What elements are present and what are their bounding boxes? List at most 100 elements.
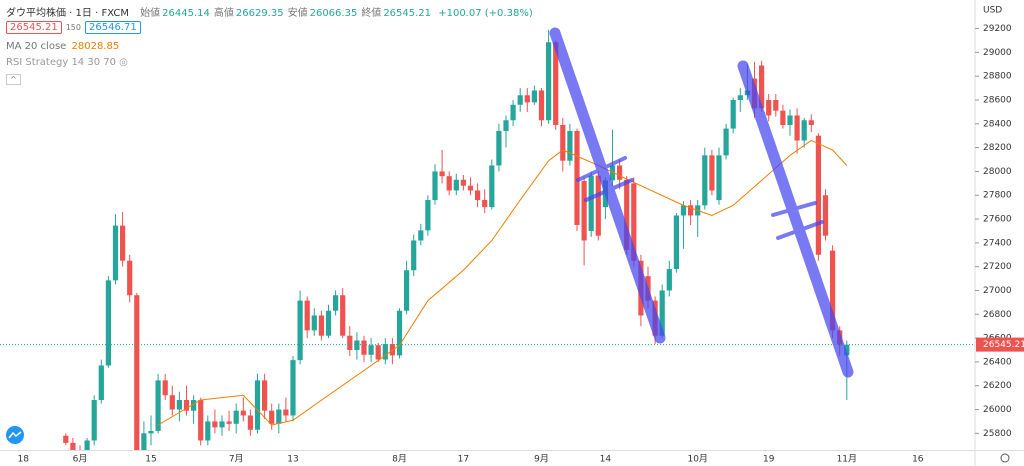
candle-body — [822, 195, 829, 236]
candle-body — [482, 200, 488, 208]
candle-body — [787, 115, 793, 125]
quote-label: 始値 — [140, 8, 161, 19]
strategy: RSI Strategy 14 30 70 — [6, 57, 116, 68]
candle-body — [531, 90, 537, 103]
last-price-label: 26545.21 — [983, 340, 1024, 350]
candle-body — [404, 270, 410, 311]
trend-drawing — [584, 178, 634, 202]
candle-body — [162, 380, 168, 396]
candle-body — [688, 205, 694, 216]
x-tick-label: 10月 — [687, 454, 707, 465]
candle-body — [325, 310, 332, 336]
candle-body — [659, 290, 665, 336]
candle-body — [631, 183, 637, 261]
ask[interactable]: 26546.71 — [85, 21, 141, 34]
candle-body — [290, 360, 296, 416]
x-tick-label: 8月 — [392, 454, 407, 465]
y-tick-label: 29000 — [983, 48, 1012, 58]
candle-body — [120, 225, 126, 261]
trend-drawing — [549, 27, 666, 344]
candle-body — [112, 225, 119, 281]
candle-body — [794, 115, 800, 141]
quote-label: 高値 — [213, 8, 234, 19]
candle-body — [368, 345, 374, 355]
candle-body — [460, 179, 466, 186]
interval: 1日 — [75, 8, 92, 19]
candle-body — [801, 120, 807, 141]
candle-body — [609, 165, 616, 181]
y-tick-label: 26200 — [983, 381, 1012, 391]
change: +100.07 (+0.38%) — [438, 8, 533, 19]
candle-body — [176, 400, 182, 410]
y-tick-label: 27000 — [983, 286, 1012, 296]
x-tick-label: 19 — [763, 455, 775, 465]
y-tick-label: 29200 — [983, 24, 1012, 34]
x-tick-label: 17 — [458, 455, 469, 465]
candle-body — [418, 230, 424, 241]
candle-body — [581, 180, 587, 241]
y-tick-label: 27600 — [983, 215, 1012, 225]
candle-body — [183, 400, 190, 411]
candle-body — [91, 400, 97, 441]
y-tick-label: 26800 — [983, 310, 1012, 320]
x-tick-label: 14 — [600, 455, 612, 465]
candle-body — [538, 90, 545, 121]
candle-body — [588, 175, 594, 231]
symbol: ダウ平均株価 — [6, 8, 66, 19]
candle-body — [844, 344, 850, 356]
candle-body — [127, 260, 133, 296]
y-tick-label: 26400 — [983, 357, 1012, 367]
candle-body — [673, 215, 679, 270]
candle-body — [304, 300, 310, 331]
collapse-button[interactable]: ^ — [6, 74, 21, 85]
candle-body — [780, 110, 786, 125]
spread: 150 — [65, 23, 81, 32]
candle-body — [191, 400, 197, 411]
trend-drawing — [776, 220, 824, 240]
candle-body — [134, 295, 140, 450]
candle-body — [212, 421, 218, 428]
candle-body — [432, 171, 438, 200]
candle-body — [63, 435, 69, 443]
candle-body — [311, 315, 317, 331]
ma-legend: MA 20 close 28028.85 — [6, 41, 119, 52]
bid[interactable]: 26545.21 — [6, 21, 62, 34]
trend-drawing — [737, 60, 854, 378]
candle-body — [283, 409, 289, 416]
last-price-tag — [976, 337, 1024, 352]
quote-value: 26545.21 — [383, 8, 432, 19]
drawings — [549, 27, 854, 378]
candle-body — [467, 185, 474, 191]
price-boxes: 26545.21 150 26546.71 — [6, 21, 145, 34]
currency-label: USD — [983, 6, 1002, 16]
quote-label: 終値 — [361, 8, 382, 19]
ma-value: 28028.85 — [71, 41, 120, 52]
candle-body — [595, 175, 601, 236]
x-tick-label: 9月 — [534, 454, 549, 465]
y-tick-label: 25800 — [983, 429, 1012, 439]
candle-body — [624, 179, 630, 250]
candle-body — [297, 300, 303, 361]
y-tick-label: 27200 — [983, 262, 1012, 272]
candle-body — [815, 135, 821, 255]
candle-body — [666, 269, 672, 291]
candle-body — [148, 430, 154, 434]
candle-body — [489, 165, 495, 208]
candle-body — [503, 120, 509, 131]
y-tick-label: 28000 — [983, 167, 1012, 177]
candle-body — [354, 340, 360, 350]
quote-value: 26066.35 — [309, 8, 358, 19]
candle-body — [98, 365, 104, 400]
trend-drawing — [576, 156, 627, 182]
settings-icon[interactable] — [1000, 453, 1010, 463]
candle-body — [574, 130, 580, 225]
y-tick-label: 28600 — [983, 96, 1012, 106]
quote-value: 26629.35 — [235, 8, 284, 19]
candle-body — [382, 344, 388, 360]
logo[interactable] — [6, 426, 24, 444]
candle-body — [808, 120, 814, 125]
y-tick-label: 28200 — [983, 143, 1012, 153]
x-tick-label: 7月 — [229, 454, 244, 465]
